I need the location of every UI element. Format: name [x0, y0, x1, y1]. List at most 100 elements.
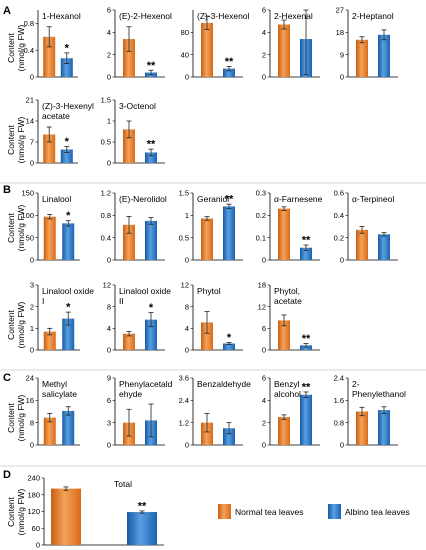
y-tick-label: 6 — [262, 324, 266, 333]
ylabel-line2: (nmol/g FW) — [16, 204, 26, 251]
y-tick-label: 1.2 — [179, 418, 189, 427]
chart-title: Linalool oxide — [42, 286, 94, 296]
y-tick-label: 21 — [26, 96, 34, 105]
y-tick-label: 9 — [107, 374, 111, 383]
significance-mark: * — [149, 302, 154, 314]
chart-title: Methyl — [42, 379, 67, 389]
y-tick-label: 8 — [185, 302, 189, 311]
ylabel-line2: (nmol/g FW) — [16, 488, 26, 535]
y-tick-label: 150 — [21, 189, 34, 198]
y-tick-label: 180 — [27, 490, 40, 499]
ylabel-line1: Content — [6, 124, 16, 154]
ylabel-line1: Content — [6, 212, 16, 242]
chart-title: Linalool — [42, 194, 71, 204]
chart-title: Total — [114, 479, 132, 489]
y-tick-label: 0.8 — [24, 19, 34, 28]
significance-mark: ** — [302, 235, 311, 247]
bar-albino — [62, 318, 75, 350]
chart-title: (E)-2-Hexenol — [119, 11, 172, 21]
chart-1: 0 0.4 0.8 * 1-Hexanol — [24, 10, 81, 82]
y-tick-label: 240 — [27, 474, 40, 483]
y-tick-label: 0 — [30, 73, 34, 82]
y-tick-label: 0 — [30, 256, 34, 265]
y-tick-label: 1.5 — [179, 189, 189, 198]
bar-normal — [43, 216, 56, 260]
chart-8: 0 50 100 150 * Linalool — [21, 189, 80, 265]
y-tick-label: 0.8 — [101, 211, 111, 220]
y-tick-label: 18 — [258, 281, 266, 290]
chart-title: ehyde — [119, 389, 142, 399]
bar-normal — [356, 39, 368, 77]
bar-albino — [378, 410, 390, 445]
y-tick-label: 0.6 — [334, 189, 344, 198]
chart-4: 0 2 4 6 2-Hexenal — [262, 6, 320, 82]
y-tick-label: 0 — [262, 256, 266, 265]
significance-mark: ** — [302, 381, 311, 393]
chart-title: Phenylethanol — [352, 389, 406, 399]
bar-albino — [300, 345, 312, 350]
chart-title: alcohol — [274, 389, 301, 399]
significance-mark: ** — [225, 56, 234, 68]
ylabel-line1: Content — [6, 496, 16, 526]
chart-title: Benzyl — [274, 379, 300, 389]
y-tick-label: 3.6 — [179, 374, 189, 383]
chart-22: 0 60 120 180 240 ** Total — [27, 474, 164, 550]
y-tick-label: 4 — [107, 28, 111, 37]
y-tick-label: 1 — [30, 324, 34, 333]
bar-albino — [378, 34, 390, 77]
bar-normal — [51, 488, 81, 545]
bar-normal — [201, 218, 213, 260]
bar-albino — [145, 152, 157, 163]
y-tick-label: 3 — [107, 418, 111, 427]
bar-normal — [43, 417, 56, 445]
bar-albino — [300, 394, 312, 445]
panel-letter-a: A — [3, 5, 11, 17]
chart-title: Phenylacetald — [119, 379, 173, 389]
bar-albino — [378, 234, 390, 260]
y-tick-label: 6 — [262, 6, 266, 15]
y-tick-label: 0 — [30, 441, 34, 450]
y-tick-label: 0 — [107, 73, 111, 82]
y-tick-label: 50 — [26, 233, 34, 242]
bar-normal — [43, 134, 56, 163]
ylabel-row-4: Content (nmol/g FW) — [6, 301, 26, 348]
y-tick-label: 0.4 — [334, 211, 344, 220]
y-tick-label: 12 — [258, 302, 266, 311]
chart-5: 0 9 18 27 2-Heptanol — [336, 6, 398, 82]
chart-title: 1-Hexanol — [42, 11, 81, 21]
chart-title: I — [42, 296, 44, 306]
bar-normal — [201, 422, 213, 445]
y-tick-label: 80 — [181, 28, 189, 37]
significance-mark: * — [227, 332, 232, 344]
chart-title: (E)-Nerolidol — [119, 194, 167, 204]
bar-albino — [300, 247, 312, 260]
chart-title: 2-Hexenal — [274, 11, 313, 21]
bar-normal — [123, 39, 135, 77]
y-tick-label: 7 — [30, 138, 34, 147]
ylabel-row-3: Content (nmol/g FW) — [6, 204, 26, 251]
charts-group: 00.40.8*1-Hexanol0246**(E)-2-Hexenol0408… — [21, 6, 406, 550]
significance-mark: ** — [138, 500, 147, 512]
bar-normal — [43, 331, 56, 350]
chart-title: Linalool oxide — [119, 286, 171, 296]
y-tick-label: 100 — [21, 211, 34, 220]
ylabel-line1: Content — [6, 402, 16, 432]
y-tick-label: 0.1 — [256, 233, 266, 242]
y-tick-label: 4 — [185, 324, 189, 333]
y-tick-label: 40 — [181, 50, 189, 59]
y-tick-label: 2 — [262, 50, 266, 59]
y-tick-label: 1 — [107, 117, 111, 126]
y-tick-label: 0.3 — [256, 189, 266, 198]
bar-normal — [356, 411, 368, 445]
y-tick-label: 0 — [262, 441, 266, 450]
y-tick-label: 2 — [107, 50, 111, 59]
bar-normal — [278, 320, 290, 350]
y-tick-label: 0 — [185, 346, 189, 355]
chart-11: 0 0.1 0.2 0.3 ** α-Farnesene — [256, 189, 323, 265]
y-tick-label: 6 — [262, 374, 266, 383]
ylabel-row-1: Content (nmol/g FW) — [6, 24, 26, 71]
panel-letter-d: D — [3, 469, 11, 481]
